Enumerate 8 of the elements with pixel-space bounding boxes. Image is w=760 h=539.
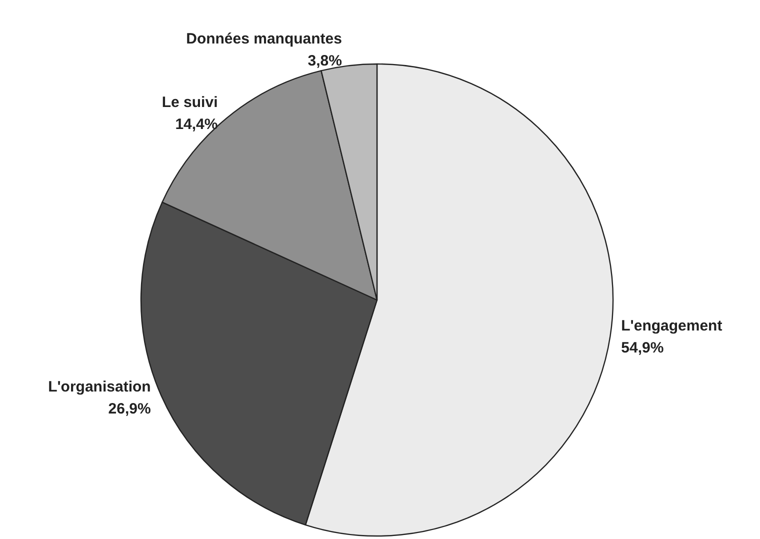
slice-label: Données manquantes (186, 30, 342, 48)
data-label: 54,9% (621, 340, 664, 357)
slice-label: L'engagement (621, 318, 722, 335)
slice-label: Le suivi (162, 94, 218, 112)
data-label: 3,8% (308, 52, 342, 70)
slice-label: L'organisation (48, 378, 151, 396)
data-label: 26,9% (108, 400, 151, 418)
data-label: 14,4% (175, 116, 218, 134)
